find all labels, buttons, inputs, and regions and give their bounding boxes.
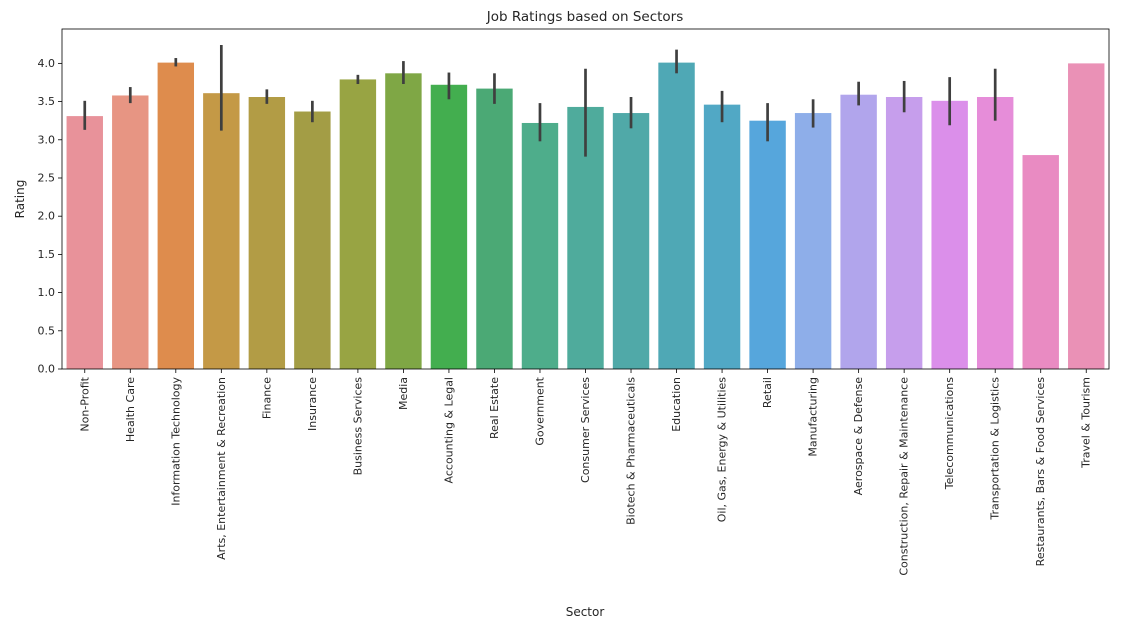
bar-13 [658,62,695,369]
x-tick-label-10: Government [533,376,546,445]
bar-7 [385,73,422,369]
bar-22 [1068,63,1105,370]
y-tick-label-6: 3.0 [38,133,56,146]
bar-19 [931,100,968,369]
x-tick-label-21: Restaurants, Bars & Food Services [1034,377,1047,567]
x-tick-label-14: Oil, Gas, Energy & Utilities [716,377,729,523]
y-tick-label-0: 0.0 [38,363,56,376]
x-axis-title: Sector [566,605,605,619]
x-tick-label-17: Aerospace & Defense [852,377,865,496]
bar-18 [885,97,923,369]
bar-9 [476,88,513,369]
x-tick-label-4: Finance [260,377,273,419]
bar-5 [294,111,331,370]
plot-frame [61,28,1110,370]
bar-20 [976,97,1014,369]
x-tick-label-15: Retail [761,377,774,408]
bars-layer [66,62,1105,370]
x-tick-label-18: Construction, Repair & Maintenance [898,377,911,576]
y-axis-title: Rating [13,180,27,219]
y-tick-label-1: 0.5 [38,324,56,337]
x-tick-label-9: Real Estate [488,377,501,439]
y-tick-label-7: 3.5 [38,95,56,108]
y-tick-label-3: 1.5 [38,248,56,261]
y-tick-label-2: 1.0 [38,286,56,299]
x-tick-label-12: Biotech & Pharmaceuticals [625,377,638,525]
bar-14 [703,104,741,370]
x-tick-label-3: Arts, Entertainment & Recreation [215,377,228,560]
x-tick-label-1: Health Care [124,377,137,442]
y-tick-label-4: 2.0 [38,210,56,223]
x-tick-label-5: Insurance [306,377,319,431]
x-tick-label-16: Manufacturing [807,377,820,457]
bar-21 [1022,155,1059,369]
bar-1 [112,95,149,369]
x-tick-label-20: Transportation & Logistics [989,377,1002,521]
bar-10 [521,122,559,369]
bar-6 [339,79,377,369]
bar-3 [203,93,240,369]
x-tick-label-7: Media [397,377,410,410]
x-tick-label-8: Accounting & Legal [442,377,455,483]
y-axis: 0.0 0.5 1.0 1.5 2.0 2.5 3.0 3.5 4.0 [38,57,62,376]
y-tick-label-8: 4.0 [38,57,56,70]
bar-16 [794,113,832,369]
x-tick-label-13: Education [670,377,683,432]
bar-8 [430,84,468,370]
error-bars-layer [83,45,997,157]
y-tick-label-5: 2.5 [38,171,56,184]
x-axis: Non-Profit Health Care Information Technol… [78,369,1093,576]
x-tick-label-2: Information Technology [169,377,182,506]
x-tick-label-22: Travel & Tourism [1080,377,1093,469]
bar-2 [157,62,195,369]
x-tick-label-19: Telecommunications [943,377,956,491]
x-tick-label-11: Consumer Services [579,377,592,483]
bar-4 [248,97,286,369]
x-tick-label-6: Business Services [351,377,364,476]
x-tick-label-0: Non-Profit [78,376,91,431]
bar-15 [749,120,786,369]
bar-12 [612,113,650,369]
bar-0 [66,116,103,369]
bar-17 [840,94,877,370]
chart-title: Job Ratings based on Sectors [486,9,684,25]
